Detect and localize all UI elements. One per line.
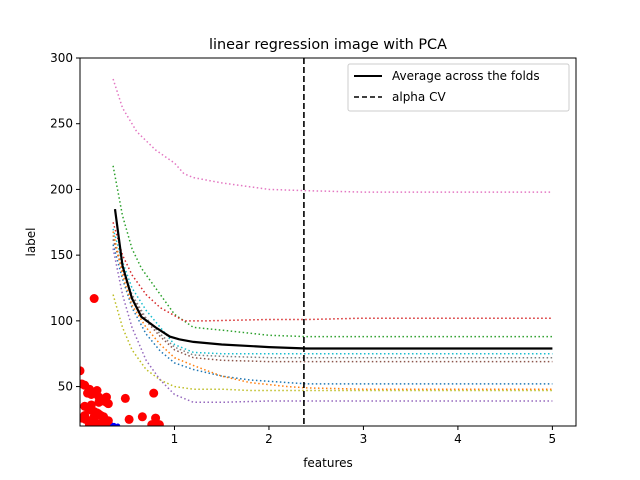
legend-frame (347, 63, 570, 112)
legend: Average across the folds alpha CV (347, 63, 570, 112)
scatter-point-red (101, 392, 111, 402)
scatter-point-red (149, 388, 159, 398)
scatter-point-blue (111, 422, 117, 426)
legend-alpha-label: alpha CV (392, 90, 446, 104)
y-tick-label: 50 (58, 380, 73, 394)
scatter-point-red (80, 410, 90, 420)
legend-average-label: Average across the folds (392, 69, 540, 83)
x-tick-label: 5 (549, 432, 557, 446)
y-axis-label: label (24, 227, 38, 256)
scatter-point-blue (115, 423, 121, 426)
y-tick-label: 150 (50, 248, 73, 262)
chart-title: linear regression image with PCA (209, 37, 447, 53)
plot-frame (79, 57, 577, 427)
fold-line-5 (112, 235, 553, 359)
x-tick-label: 2 (265, 432, 273, 446)
scatter-point-red (86, 400, 96, 410)
scatter-point-red (137, 412, 147, 422)
y-tick-label: 300 (50, 51, 73, 65)
scatter-point-red (120, 393, 130, 403)
fold-line-8 (112, 294, 553, 392)
x-tick-label: 3 (360, 432, 368, 446)
average-layer (113, 208, 553, 350)
y-tick-label: 200 (50, 182, 73, 196)
scatter-point-red (94, 397, 104, 407)
x-tick-label: 4 (454, 432, 462, 446)
x-axis: 1 2 3 4 5 (171, 426, 557, 446)
fold-line-2 (112, 165, 553, 338)
fold-line-6 (112, 239, 553, 363)
scatter-point-red (89, 412, 99, 422)
scatter-point-red (89, 294, 99, 304)
average-line (113, 208, 553, 350)
fold-line-9 (112, 231, 553, 390)
x-tick-label: 1 (171, 432, 179, 446)
y-tick-label: 250 (50, 117, 73, 131)
scatter-point-red (80, 366, 85, 376)
y-tick-label: 100 (50, 314, 73, 328)
scatter-layer (80, 294, 164, 426)
scatter-point-red (151, 413, 161, 423)
y-axis: 50 100 150 200 250 300 (50, 51, 80, 394)
fold-line-3 (112, 222, 553, 322)
fold-line-4 (112, 228, 553, 355)
x-axis-label: features (303, 456, 353, 470)
scatter-point-red (124, 414, 134, 424)
fold-line-10 (112, 248, 553, 404)
plot-area (80, 58, 553, 426)
folds-layer (112, 78, 553, 404)
scatter-point-red (101, 420, 111, 426)
fold-line-7 (112, 244, 553, 385)
scatter-point-red (89, 418, 99, 426)
scatter-point-red (154, 420, 164, 426)
